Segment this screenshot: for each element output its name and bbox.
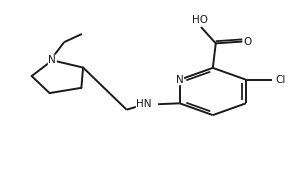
Text: O: O <box>244 37 252 46</box>
Text: Cl: Cl <box>276 75 286 85</box>
Text: HO: HO <box>192 15 207 25</box>
Text: N: N <box>49 55 56 65</box>
Text: N: N <box>176 75 184 85</box>
Text: HN: HN <box>136 99 152 109</box>
